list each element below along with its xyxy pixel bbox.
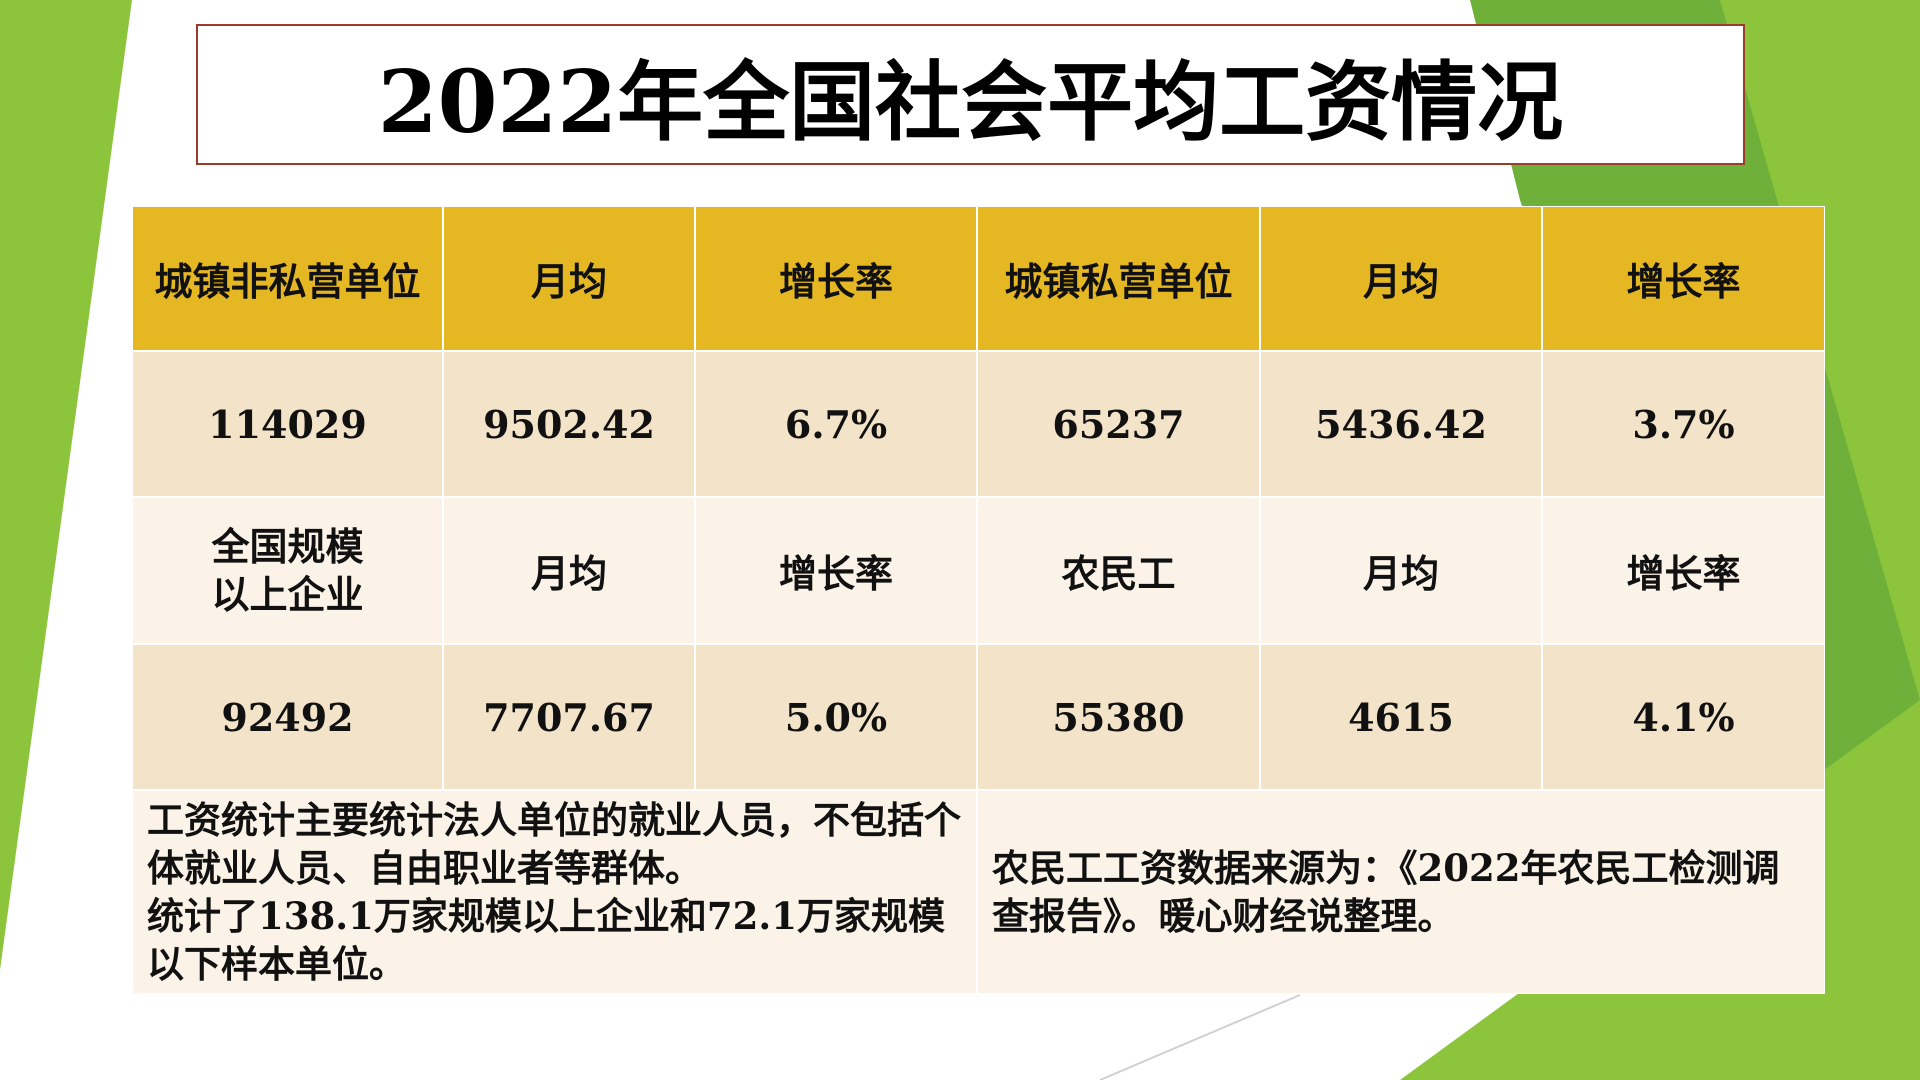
cell-text: 增长率	[778, 259, 893, 304]
cell-text: 7707.67	[483, 694, 655, 740]
value-cell: 5.0%	[695, 644, 977, 790]
header-cell: 城镇私营单位	[977, 206, 1260, 351]
cell-text: 3.7%	[1632, 401, 1735, 447]
cell-text: 农民工	[1061, 551, 1176, 596]
cell-text: 增长率	[1626, 551, 1741, 596]
header-cell: 增长率	[1542, 497, 1825, 644]
header-cell: 增长率	[695, 206, 977, 351]
cell-text: 月均	[530, 551, 607, 596]
header-cell: 城镇非私营单位	[132, 206, 443, 351]
value-cell: 4.1%	[1542, 644, 1825, 790]
header-cell: 月均	[443, 206, 695, 351]
cell-text: 月均	[1362, 551, 1439, 596]
note-text: 工资统计主要统计法人单位的就业人员，不包括个体就业人员、自由职业者等群体。	[147, 797, 961, 890]
cell-text: 5.0%	[784, 694, 888, 740]
cell-text: 月均	[530, 259, 607, 304]
header-cell: 全国规模以上企业	[132, 497, 443, 644]
cell-text: 增长率	[1626, 259, 1741, 304]
value-cell: 7707.67	[443, 644, 695, 790]
cell-text: 114029	[208, 401, 367, 447]
value-cell: 9502.42	[443, 351, 695, 497]
value-cell: 92492	[132, 644, 443, 790]
value-cell: 65237	[977, 351, 1260, 497]
cell-text: 城镇私营单位	[1004, 259, 1233, 304]
header-cell: 农民工	[977, 497, 1260, 644]
cell-text: 4615	[1348, 694, 1454, 740]
value-cell: 5436.42	[1260, 351, 1542, 497]
header-cell: 月均	[1260, 206, 1542, 351]
header-cell: 月均	[443, 497, 695, 644]
cell-text: 5436.42	[1315, 401, 1487, 447]
left-shape	[0, 0, 132, 970]
cell-text: 9502.42	[483, 401, 655, 447]
cell-text: 6.7%	[784, 401, 888, 447]
value-cell: 55380	[977, 644, 1260, 790]
cell-text: 65237	[1052, 401, 1185, 447]
title: 2022年全国社会平均工资情况	[196, 24, 1745, 165]
header-cell: 月均	[1260, 497, 1542, 644]
value-cell: 4615	[1260, 644, 1542, 790]
cell-text: 月均	[1362, 259, 1439, 304]
note-cell: 农民工工资数据来源为：《2022年农民工检测调查报告》。暖心财经说整理。	[977, 790, 1825, 994]
cell-text: 4.1%	[1632, 694, 1735, 740]
header-cell: 增长率	[1542, 206, 1825, 351]
cell-text: 城镇非私营单位	[154, 259, 421, 304]
header-cell: 增长率	[695, 497, 977, 644]
note-text: 统计了138.1万家规模以上企业和72.1万家规模以下样本单位。	[147, 894, 945, 987]
note-cell: 工资统计主要统计法人单位的就业人员，不包括个体就业人员、自由职业者等群体。 统计了…	[132, 790, 977, 994]
cell-text: 55380	[1052, 694, 1185, 740]
decor-line	[1099, 994, 1301, 1080]
cell-text: 增长率	[778, 551, 893, 596]
cell-text: 全国规模以上企业	[211, 524, 364, 617]
note-text: 农民工工资数据来源为：《2022年农民工检测调查报告》。暖心财经说整理。	[992, 845, 1780, 938]
value-cell: 6.7%	[695, 351, 977, 497]
value-cell: 114029	[132, 351, 443, 497]
table: 城镇非私营单位 月均 增长率 城镇私营单位 月均 增长率 114029 9502.42 6.7%…	[132, 206, 1825, 994]
cell-text: 92492	[221, 694, 354, 740]
value-cell: 3.7%	[1542, 351, 1825, 497]
